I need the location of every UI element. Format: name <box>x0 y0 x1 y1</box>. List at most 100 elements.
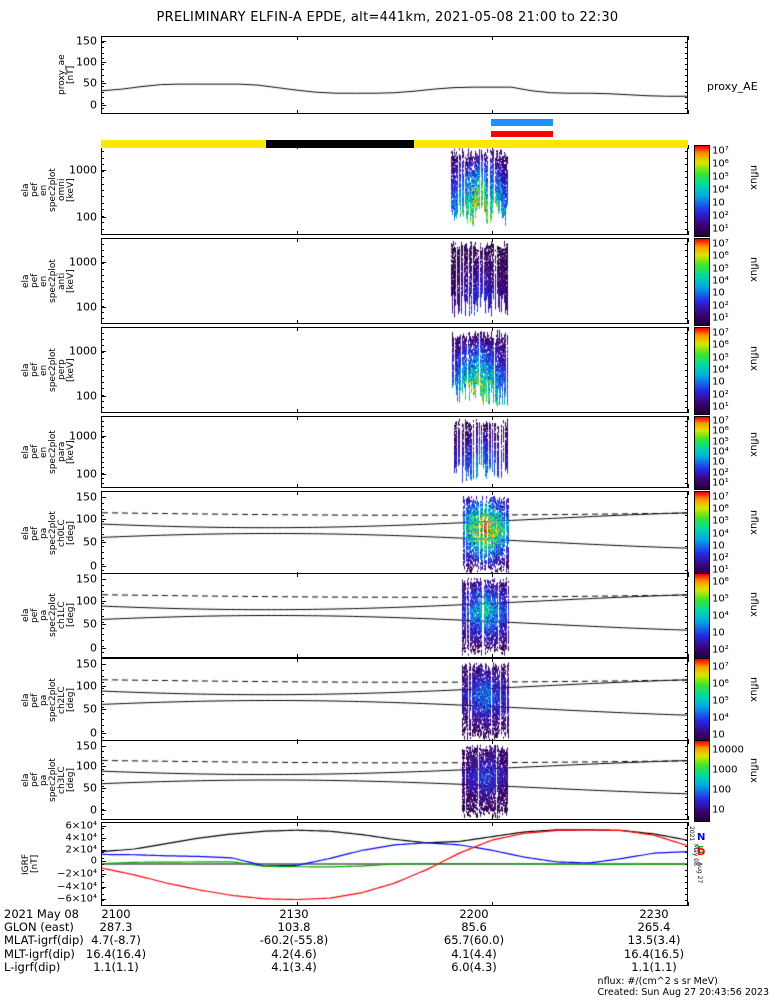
xtick <box>688 231 689 235</box>
ytick-en-para-1: 100 <box>47 467 97 480</box>
ytick-pa-ch2lc-0: 150 <box>47 657 97 670</box>
ytick-proxy-ae-1: 100 <box>47 55 97 68</box>
ytick-pa-ch1lc-0: 150 <box>47 572 97 585</box>
ytick-pa-ch1lc-2: 50 <box>47 618 97 631</box>
cblabel-cb-anti-3: 10⁴ <box>712 276 729 287</box>
igrf-legend-n: N <box>697 832 705 843</box>
page-title: PRELIMINARY ELFIN-A EPDE, alt=441km, 202… <box>0 10 775 25</box>
cblabel-cb-perp-0: 10⁷ <box>712 328 729 339</box>
night-segment <box>266 140 414 148</box>
cblabel-cb-omni-0: 10⁷ <box>712 146 729 157</box>
cblabel-cb-perp-2: 10⁵ <box>712 352 729 363</box>
ytick-proxy-ae-3: 0 <box>47 98 97 111</box>
bottom-axis-key: L-igrf(dip) <box>4 961 60 974</box>
cblabel-cb-ch0lc-5: 10² <box>712 552 729 563</box>
canvas-en-para <box>102 417 687 487</box>
canvas-proxy-ae <box>102 37 687 113</box>
xtick <box>688 902 689 906</box>
canvas-pa-ch0lc <box>102 492 687 575</box>
ytick-igrf-5: −4×10⁴ <box>47 881 97 892</box>
ytick-en-anti-1: 100 <box>47 300 97 313</box>
ytick-pa-ch0lc-3: 0 <box>47 559 97 572</box>
cblabel-cb-ch1lc-2: 10⁴ <box>712 610 729 621</box>
cblabel-cb-ch2lc-1: 10⁶ <box>712 678 729 689</box>
xtick <box>688 573 689 577</box>
cblabel-cb-para-6: 10¹ <box>712 477 729 488</box>
ytick-pa-ch3lc-0: 150 <box>47 739 97 752</box>
cblabel-cb-ch1lc-3: 10⁳ <box>712 627 725 638</box>
canvas-en-perp <box>102 328 687 412</box>
cblabel-cb-ch3lc-2: 100 <box>712 785 731 796</box>
ytick-proxy-ae-2: 50 <box>47 76 97 89</box>
ytick-proxy-ae-0: 150 <box>47 35 97 48</box>
ytick-en-omni-1: 100 <box>47 211 97 224</box>
xtick <box>688 658 689 662</box>
cb-para <box>694 416 710 490</box>
cblabel-cb-perp-1: 10⁶ <box>712 340 729 351</box>
science-zone-red <box>491 131 553 137</box>
cblabel-cb-perp-3: 10⁴ <box>712 365 729 376</box>
bottom-axis-value: 65.7(60.0) <box>419 934 529 947</box>
xtick <box>688 416 689 420</box>
cblabel-cb-ch3lc-3: 10 <box>712 805 725 816</box>
ytick-pa-ch1lc-3: 0 <box>47 641 97 654</box>
bottom-axis-value: 4.7(-8.7) <box>61 934 171 947</box>
cblabel-cb-ch1lc-4: 10² <box>712 644 729 655</box>
bottom-axis-value: 4.2(4.6) <box>239 948 349 961</box>
canvas-pa-ch3lc <box>102 741 687 819</box>
cbtitle-cb-perp: nflux <box>748 346 759 371</box>
ytick-pa-ch2lc-2: 50 <box>47 703 97 716</box>
ytick-en-perp-1: 100 <box>47 389 97 402</box>
xtick <box>688 238 689 242</box>
cblabel-cb-ch2lc-3: 10⁴ <box>712 712 729 723</box>
cbtitle-cb-ch1lc: nflux <box>748 592 759 617</box>
proxy-ae-right-label: proxy_AE <box>707 80 758 93</box>
ytick-igrf-0: 6×10⁴ <box>47 821 97 832</box>
science-zone-blue <box>491 119 553 126</box>
cblabel-cb-perp-4: 10⁳ <box>712 377 725 388</box>
cblabel-cb-omni-2: 10⁵ <box>712 172 729 183</box>
bottom-axis-value: 4.1(4.4) <box>419 948 529 961</box>
xtick <box>688 320 689 324</box>
bottom-axis-value: 16.4(16.4) <box>61 948 171 961</box>
cbtitle-cb-ch3lc: nflux <box>748 758 759 783</box>
cblabel-cb-ch0lc-0: 10⁷ <box>712 492 729 503</box>
ytick-pa-ch2lc-3: 0 <box>47 726 97 739</box>
ytick-igrf-4: −2×10⁴ <box>47 869 97 880</box>
cblabel-cb-ch3lc-1: 1000 <box>712 765 737 776</box>
canvas-en-omni <box>102 146 687 234</box>
ytick-pa-ch3lc-2: 50 <box>47 782 97 795</box>
cb-anti <box>694 238 710 326</box>
cb-omni <box>694 145 710 237</box>
cblabel-cb-anti-4: 10⁳ <box>712 288 725 299</box>
xtick <box>688 36 689 40</box>
cb-ch0lc <box>694 491 710 578</box>
cb-perp <box>694 327 710 415</box>
ytick-pa-ch0lc-0: 150 <box>47 490 97 503</box>
xtick <box>688 484 689 488</box>
bottom-axis-value: 1.1(1.1) <box>61 961 171 974</box>
ytick-pa-ch2lc-1: 100 <box>47 680 97 693</box>
ytick-pa-ch0lc-1: 100 <box>47 513 97 526</box>
cbtitle-cb-ch0lc: nflux <box>748 510 759 535</box>
canvas-igrf <box>102 823 687 905</box>
ytick-pa-ch1lc-1: 100 <box>47 595 97 608</box>
cbtitle-cb-para: nflux <box>748 432 759 457</box>
cblabel-cb-ch2lc-4: 10⁳ <box>712 729 725 740</box>
bottom-axis-value: 6.0(4.3) <box>419 961 529 974</box>
bottom-axis-value: 1.1(1.1) <box>599 961 709 974</box>
cb-ch2lc <box>694 658 710 745</box>
cblabel-cb-ch3lc-0: 10000 <box>712 745 744 756</box>
ytick-en-omni-0: 1000 <box>47 164 97 177</box>
xtick <box>688 145 689 149</box>
vertical-datestamp-2: Aug 27 <box>696 862 703 883</box>
cblabel-cb-ch2lc-0: 10⁷ <box>712 661 729 672</box>
ytick-igrf-3: 0 <box>47 856 97 867</box>
cblabel-cb-ch0lc-3: 10⁴ <box>712 528 729 539</box>
bottom-axis-value: 13.5(3.4) <box>599 934 709 947</box>
cblabel-cb-anti-0: 10⁷ <box>712 239 729 250</box>
canvas-pa-ch1lc <box>102 574 687 657</box>
ytick-en-perp-0: 1000 <box>47 345 97 358</box>
cblabel-cb-omni-1: 10⁶ <box>712 159 729 170</box>
canvas-pa-ch2lc <box>102 659 687 742</box>
